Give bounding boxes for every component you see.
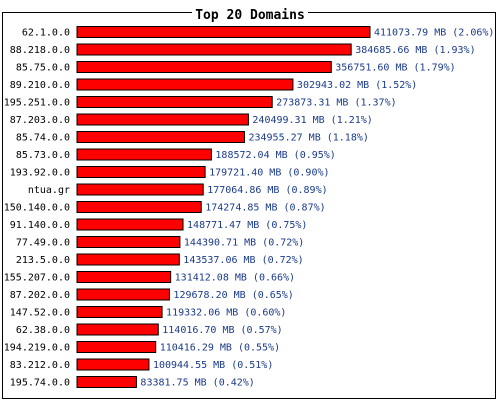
category-label: 87.202.0.0 <box>10 290 70 301</box>
bar <box>76 236 181 248</box>
value-label: 411073.79 MB (2.06%) <box>374 28 494 39</box>
category-labels: 62.1.0.0 88.218.0.0 85.75.0.0 89.210.0.0 195… <box>4 28 70 389</box>
category-label: 88.218.0.0 <box>10 45 70 56</box>
category-label: 85.75.0.0 <box>16 63 70 74</box>
category-label: 89.210.0.0 <box>10 80 70 91</box>
bar <box>76 288 170 301</box>
value-label: 174274.85 MB (0.87%) <box>205 203 325 214</box>
bar <box>76 113 249 126</box>
category-label: 150.140.0.0 <box>4 203 70 214</box>
bar <box>76 43 352 56</box>
bar <box>76 271 172 283</box>
value-label: 234955.27 MB (1.18%) <box>248 133 368 144</box>
value-label: 302943.02 MB (1.52%) <box>297 80 417 91</box>
category-label: 85.74.0.0 <box>16 133 70 144</box>
category-label: 85.73.0.0 <box>16 150 70 161</box>
bar <box>76 26 371 38</box>
bar <box>76 376 137 388</box>
bar <box>76 78 294 91</box>
value-label: 384685.66 MB (1.93%) <box>355 45 475 56</box>
value-label: 110416.29 MB (0.55%) <box>160 343 280 354</box>
bar <box>76 166 206 178</box>
value-label: 83381.75 MB (0.42%) <box>140 378 254 389</box>
bar <box>76 323 159 336</box>
value-label: 100944.55 MB (0.51%) <box>153 360 273 371</box>
value-label: 179721.40 MB (0.90%) <box>209 168 329 179</box>
bar <box>76 183 204 196</box>
category-label: 87.203.0.0 <box>10 115 70 126</box>
value-label: 114016.70 MB (0.57%) <box>162 325 282 336</box>
bars <box>76 26 371 388</box>
bar <box>76 61 332 73</box>
category-label: 194.219.0.0 <box>4 343 70 354</box>
bar <box>76 148 212 161</box>
bar <box>76 306 163 318</box>
bar <box>76 341 157 353</box>
category-label: 193.92.0.0 <box>10 168 70 179</box>
value-label: 143537.06 MB (0.72%) <box>183 255 303 266</box>
value-label: 273873.31 MB (1.37%) <box>276 98 396 109</box>
category-label: 195.251.0.0 <box>4 98 70 109</box>
value-label: 129678.20 MB (0.65%) <box>173 290 293 301</box>
category-label: 83.212.0.0 <box>10 360 70 371</box>
value-label: 356751.60 MB (1.79%) <box>335 63 455 74</box>
value-labels: 411073.79 MB (2.06%) 384685.66 MB (1.93%)… <box>140 28 494 389</box>
value-label: 119332.06 MB (0.60%) <box>166 308 286 319</box>
bar <box>76 96 273 108</box>
category-label: ntua.gr <box>28 185 70 196</box>
value-label: 188572.04 MB (0.95%) <box>215 150 335 161</box>
value-label: 131412.08 MB (0.66%) <box>175 273 295 284</box>
bar <box>76 218 184 231</box>
category-label: 147.52.0.0 <box>10 308 70 319</box>
category-label: 155.207.0.0 <box>4 273 70 284</box>
value-label: 148771.47 MB (0.75%) <box>187 220 307 231</box>
category-label: 77.49.0.0 <box>16 238 70 249</box>
bar <box>76 201 202 213</box>
category-label: 91.140.0.0 <box>10 220 70 231</box>
category-label: 62.38.0.0 <box>16 325 70 336</box>
bar <box>76 358 150 371</box>
category-label: 213.5.0.0 <box>16 255 70 266</box>
bar <box>76 131 245 143</box>
category-label: 195.74.0.0 <box>10 378 70 389</box>
bar <box>76 253 180 266</box>
category-label: 62.1.0.0 <box>22 28 70 39</box>
value-label: 144390.71 MB (0.72%) <box>184 238 304 249</box>
value-label: 177064.86 MB (0.89%) <box>207 185 327 196</box>
value-label: 240499.31 MB (1.21%) <box>252 115 372 126</box>
